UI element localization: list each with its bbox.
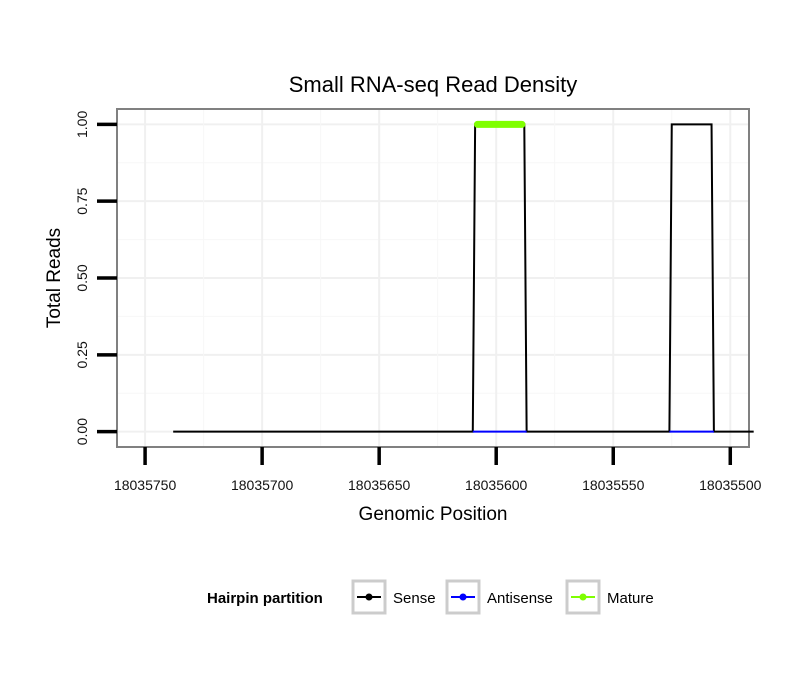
y-tick-label: 0.25: [74, 341, 90, 368]
x-tick-label: 18035600: [465, 477, 528, 493]
x-tick-label: 18035700: [231, 477, 294, 493]
gridlines: [117, 109, 749, 447]
y-tick-label: 0.00: [74, 418, 90, 445]
y-tick-label: 0.50: [74, 264, 90, 291]
y-tick-label: 0.75: [74, 187, 90, 214]
chart-title: Small RNA-seq Read Density: [289, 72, 578, 97]
legend: Hairpin partition Sense Antisense Mature: [207, 579, 654, 615]
legend-item-sense: Sense: [351, 579, 436, 615]
legend-dot-antisense: [459, 593, 467, 601]
x-tick-label: 18035650: [348, 477, 411, 493]
x-tick-label: 18035500: [699, 477, 762, 493]
x-axis-label: Genomic Position: [359, 504, 508, 525]
legend-title: Hairpin partition: [207, 590, 323, 607]
legend-item-antisense: Antisense: [445, 579, 553, 615]
legend-label-mature: Mature: [607, 590, 654, 607]
series-layer: [173, 120, 754, 433]
y-tick-label: 1.00: [74, 111, 90, 138]
legend-label-antisense: Antisense: [487, 590, 553, 607]
series-line-sense: [173, 123, 754, 433]
legend-dot-mature: [579, 593, 587, 601]
axes: 0.00 0.25 0.50 0.75 1.00 18035750 18035700 1803…: [74, 111, 762, 493]
legend-label-sense: Sense: [393, 590, 436, 607]
x-tick-label: 18035750: [114, 477, 177, 493]
y-axis-label: Total Reads: [44, 228, 65, 328]
legend-item-mature: Mature: [565, 579, 654, 615]
legend-dot-sense: [365, 593, 373, 601]
x-tick-label: 18035550: [582, 477, 645, 493]
